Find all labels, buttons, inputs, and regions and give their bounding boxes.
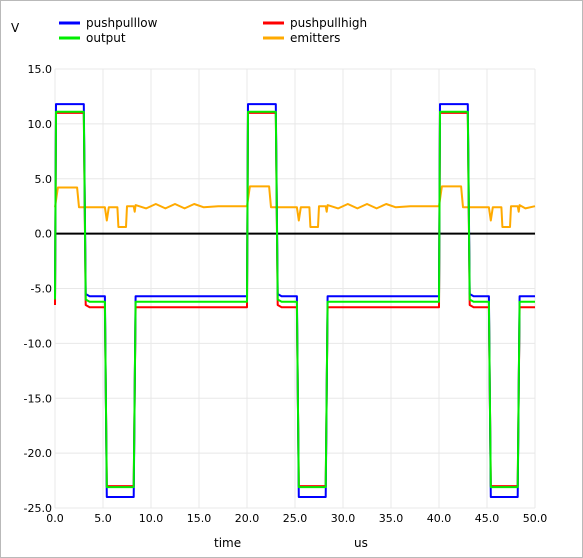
series-line-emitters <box>54 185 536 228</box>
legend-label-emitters: emitters <box>290 31 340 45</box>
series-line-output <box>54 110 535 489</box>
x-tick-label: 40.0 <box>427 512 452 525</box>
y-tick-label: -10.0 <box>24 337 52 350</box>
legend: pushpulllow pushpullhigh output emitters <box>59 16 367 45</box>
x-tick-label: 5.0 <box>94 512 112 525</box>
y-tick-label: 15.0 <box>28 63 53 76</box>
series-line-pushpullhigh <box>54 111 535 488</box>
series-line-pushpulllow <box>54 103 535 498</box>
y-tick-label: -20.0 <box>24 447 52 460</box>
y-tick-label: -25.0 <box>24 502 52 515</box>
x-tick-label: 10.0 <box>139 512 164 525</box>
y-axis-label: V <box>11 21 20 35</box>
tick-labels: 0.0 5.0 10.0 15.0 20.0 25.0 30.0 35.0 40.0 45.0 50… <box>24 63 548 525</box>
series-group <box>54 103 536 498</box>
x-axis-label: time <box>214 536 241 550</box>
x-tick-label: 50.0 <box>523 512 548 525</box>
y-tick-label: 10.0 <box>28 118 53 131</box>
x-tick-label: 30.0 <box>331 512 356 525</box>
x-tick-label: 15.0 <box>187 512 212 525</box>
legend-label-pushpullhigh: pushpullhigh <box>290 16 367 30</box>
x-tick-label: 20.0 <box>235 512 260 525</box>
legend-label-pushpulllow: pushpulllow <box>86 16 158 30</box>
y-tick-label: -5.0 <box>31 283 52 296</box>
x-tick-label: 25.0 <box>283 512 308 525</box>
x-tick-label: 35.0 <box>379 512 404 525</box>
y-tick-label: 5.0 <box>35 173 53 186</box>
grid <box>54 68 536 509</box>
x-axis-unit: us <box>354 536 368 550</box>
legend-label-output: output <box>86 31 126 45</box>
y-tick-label: 0.0 <box>35 228 53 241</box>
x-tick-label: 0.0 <box>46 512 64 525</box>
x-tick-label: 45.0 <box>475 512 500 525</box>
y-tick-label: -15.0 <box>24 392 52 405</box>
